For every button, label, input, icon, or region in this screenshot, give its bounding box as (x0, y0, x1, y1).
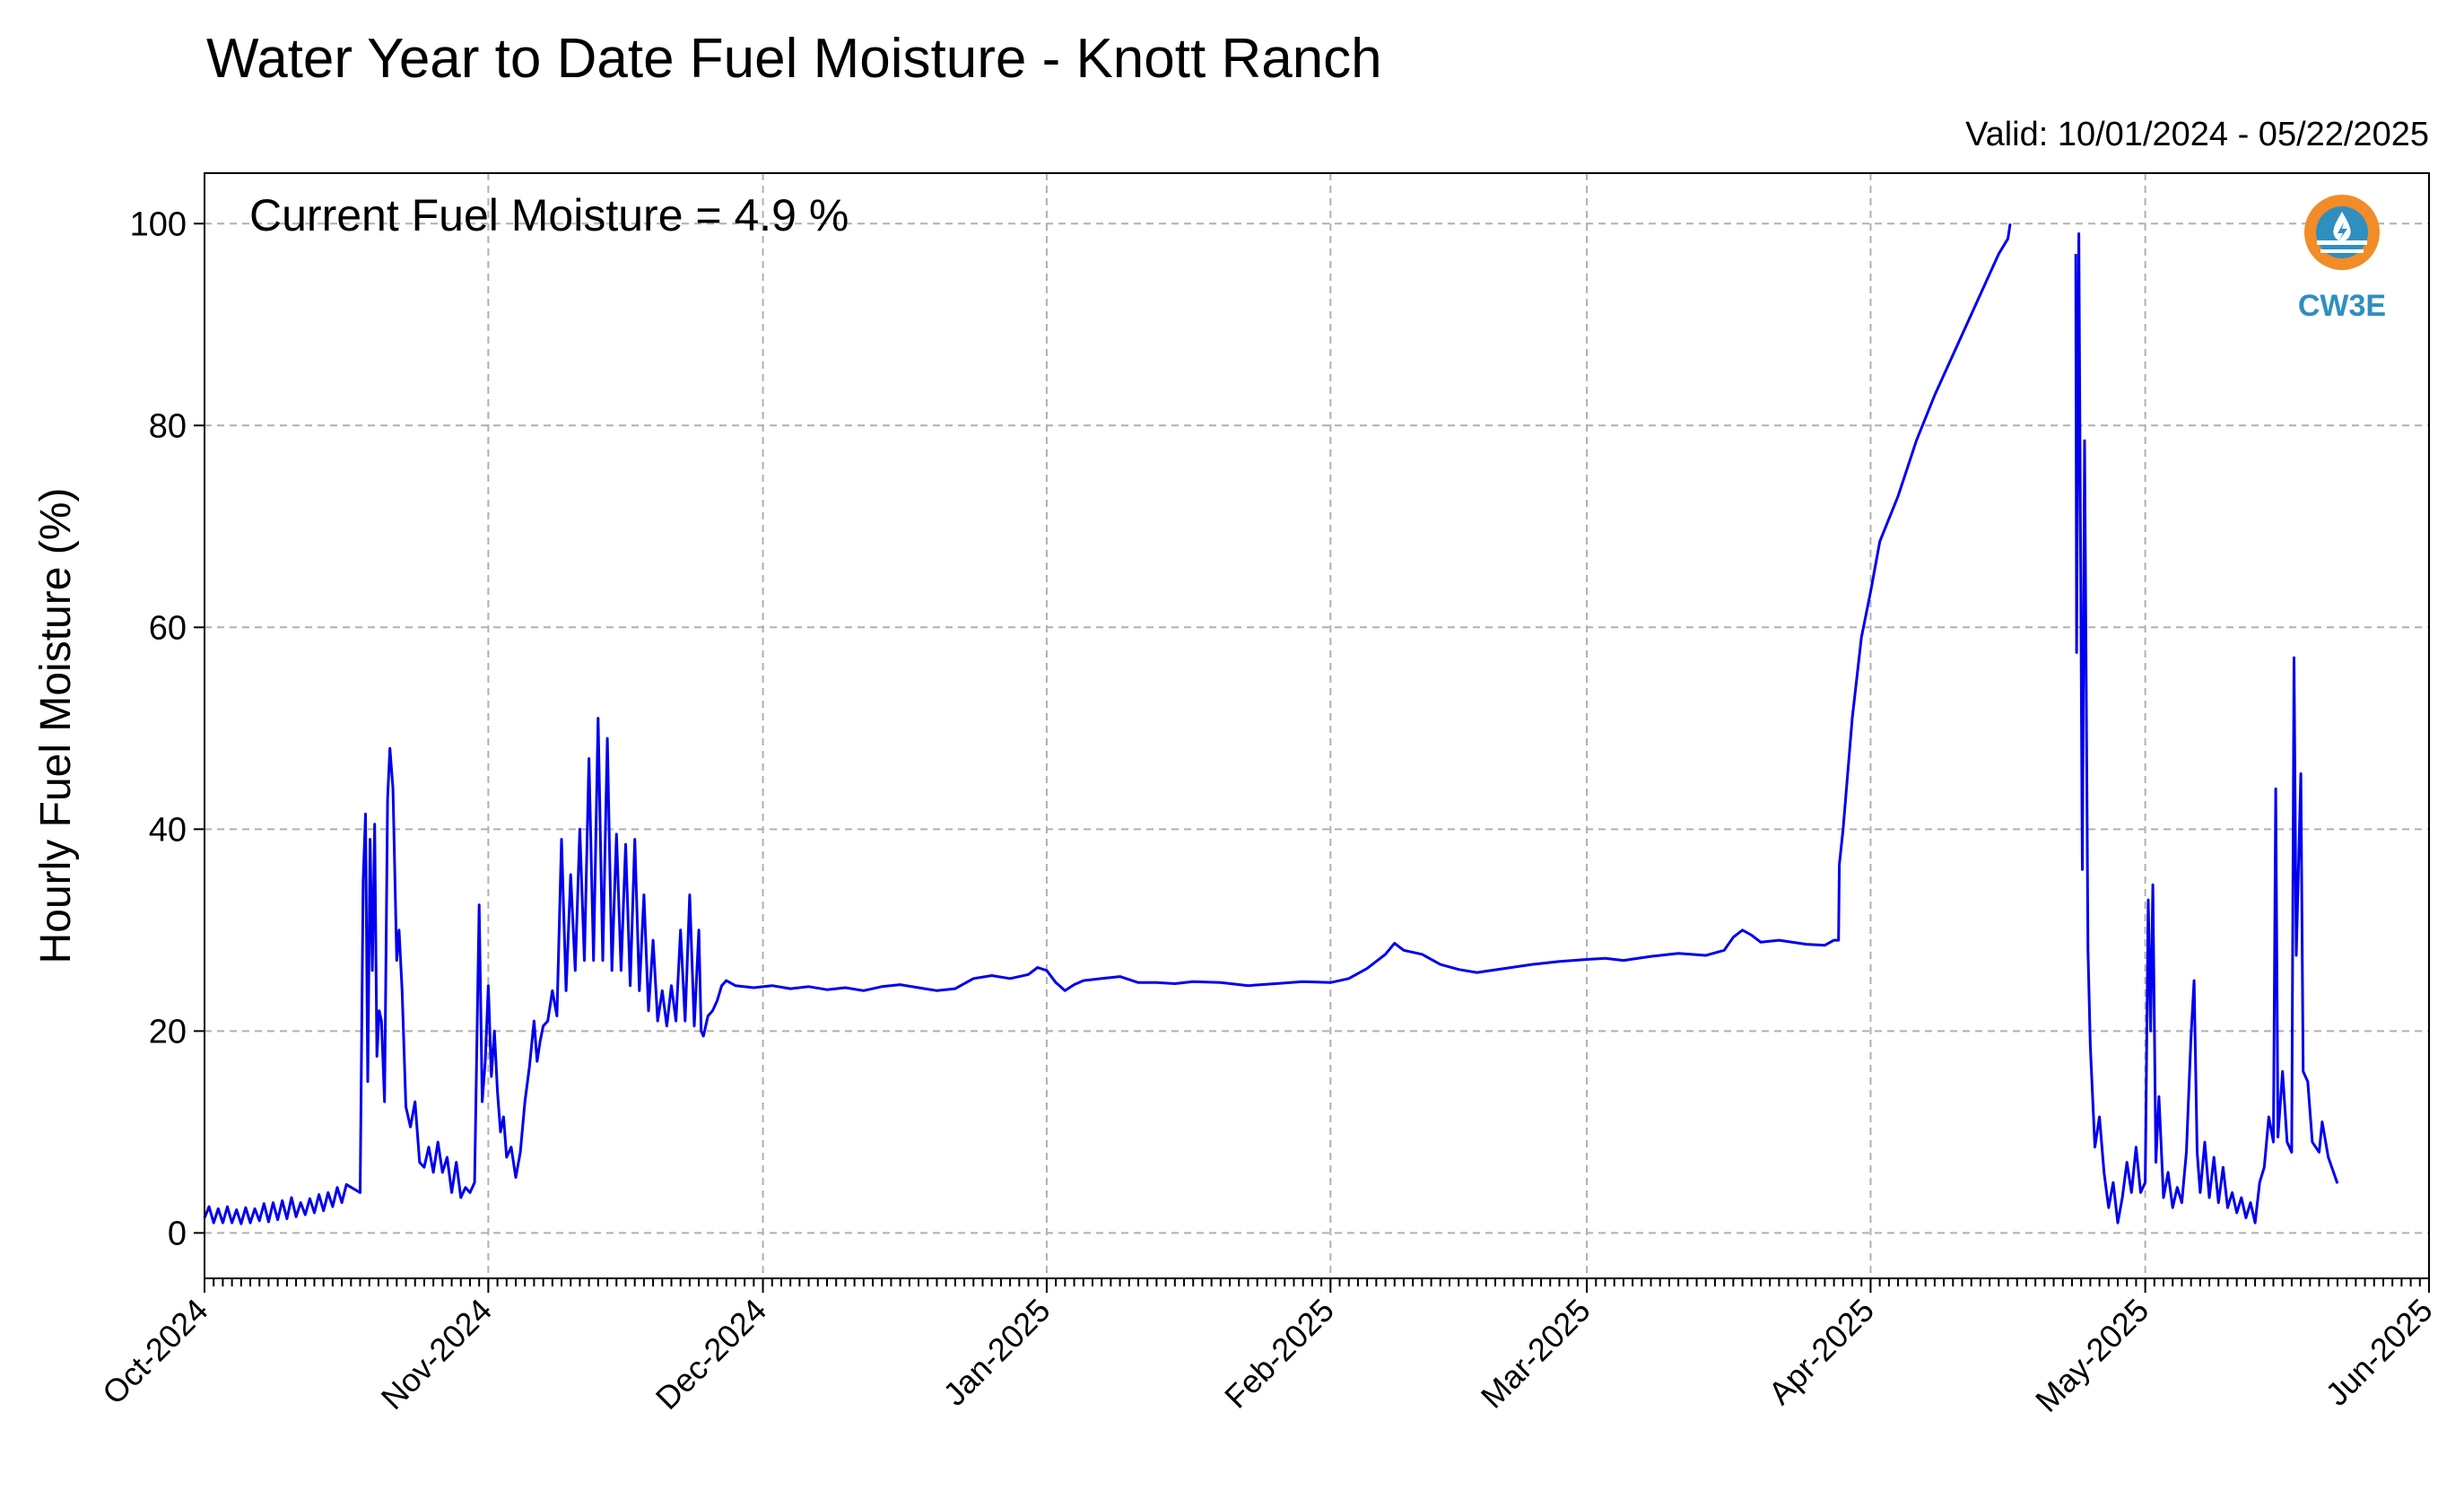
x-tick-label: May-2025 (2028, 1292, 2155, 1419)
y-tick-label: 80 (149, 407, 187, 445)
y-tick-label: 40 (149, 811, 187, 849)
x-minor-ticks (204, 1278, 2430, 1286)
x-tick-label: Feb-2025 (1217, 1292, 1341, 1416)
plot-frame (204, 172, 2430, 1279)
cw3e-logo-text: CW3E (2298, 289, 2386, 323)
x-tick-label: Oct-2024 (95, 1292, 215, 1412)
x-tick-label: Nov-2024 (374, 1292, 499, 1416)
chart-subtitle: Valid: 10/01/2024 - 05/22/2025 (1965, 116, 2429, 153)
x-tick-label: Jun-2025 (2319, 1292, 2440, 1413)
fuel-moisture-line (203, 223, 2339, 1225)
x-tick-label: Apr-2025 (1761, 1292, 1881, 1412)
y-axis: 0 20 40 60 80 100 (130, 205, 205, 1252)
y-axis-label: Hourly Fuel Moisture (%) (32, 488, 80, 964)
y-tick-label: 60 (149, 609, 187, 647)
grid-lines (204, 173, 2430, 1278)
x-tick-label: Dec-2024 (649, 1292, 773, 1416)
x-axis: Oct-2024 Nov-2024 Dec-2024 Jan-2025 Feb-2025… (95, 1278, 2440, 1419)
y-tick-label: 100 (130, 205, 187, 243)
chart-title: Water Year to Date Fuel Moisture - Knott… (206, 28, 1382, 90)
x-tick-label: Mar-2025 (1474, 1292, 1598, 1416)
y-tick-label: 20 (149, 1013, 187, 1050)
y-tick-label: 0 (168, 1215, 187, 1252)
series-layer (203, 223, 2339, 1225)
current-moisture-annotation: Current Fuel Moisture = 4.9 % (249, 190, 849, 240)
cw3e-logo-icon (2304, 195, 2380, 270)
x-tick-label: Jan-2025 (936, 1292, 1057, 1413)
